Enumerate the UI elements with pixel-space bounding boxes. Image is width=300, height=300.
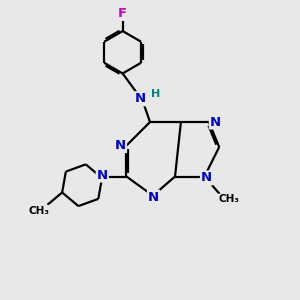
Text: F: F [118, 7, 127, 20]
Text: N: N [97, 169, 108, 182]
Text: CH₃: CH₃ [219, 194, 240, 205]
Text: CH₃: CH₃ [28, 206, 49, 216]
Text: N: N [115, 139, 126, 152]
Text: N: N [210, 116, 221, 128]
Text: N: N [148, 190, 159, 204]
Text: N: N [135, 92, 146, 105]
Text: N: N [201, 172, 212, 184]
Text: H: H [151, 89, 160, 99]
